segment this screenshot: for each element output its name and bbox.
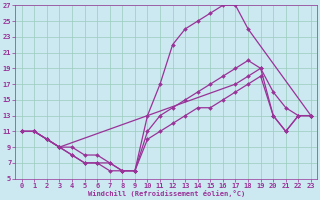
X-axis label: Windchill (Refroidissement éolien,°C): Windchill (Refroidissement éolien,°C) bbox=[88, 190, 245, 197]
